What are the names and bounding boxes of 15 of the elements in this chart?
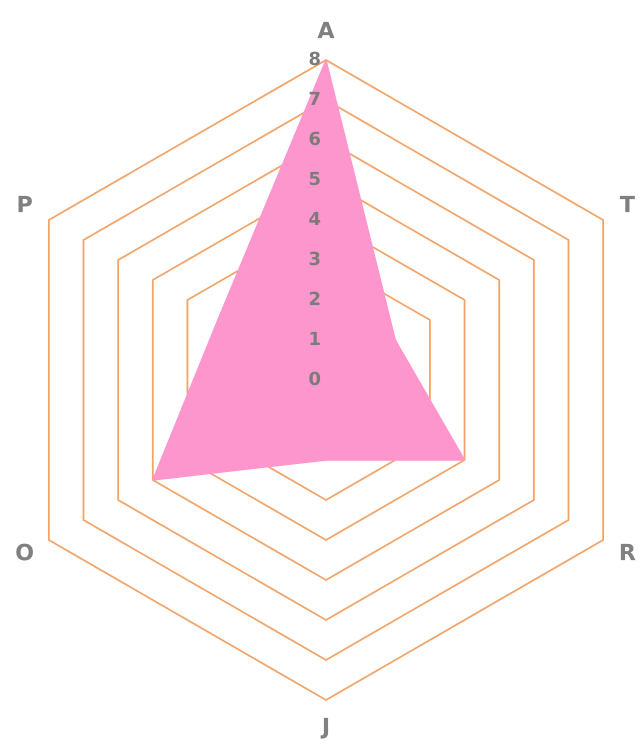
spoke-label: P xyxy=(18,196,32,212)
y-tick-label: 5 xyxy=(310,172,320,186)
y-tick-label: 1 xyxy=(310,332,320,345)
y-tick-label: 8 xyxy=(310,52,320,66)
spoke-label: R xyxy=(620,544,636,560)
spoke-label: O xyxy=(16,544,33,560)
y-tick-label: 7 xyxy=(310,92,320,105)
y-tick-label: 6 xyxy=(310,132,320,146)
spoke-label: A xyxy=(318,22,334,38)
spoke-label: T xyxy=(620,196,635,212)
spoke-label: J xyxy=(320,718,328,739)
y-tick-label: 4 xyxy=(309,212,320,225)
y-tick-label: 0 xyxy=(309,372,320,386)
y-tick-label: 3 xyxy=(310,252,320,266)
y-tick-label: 2 xyxy=(310,292,320,305)
